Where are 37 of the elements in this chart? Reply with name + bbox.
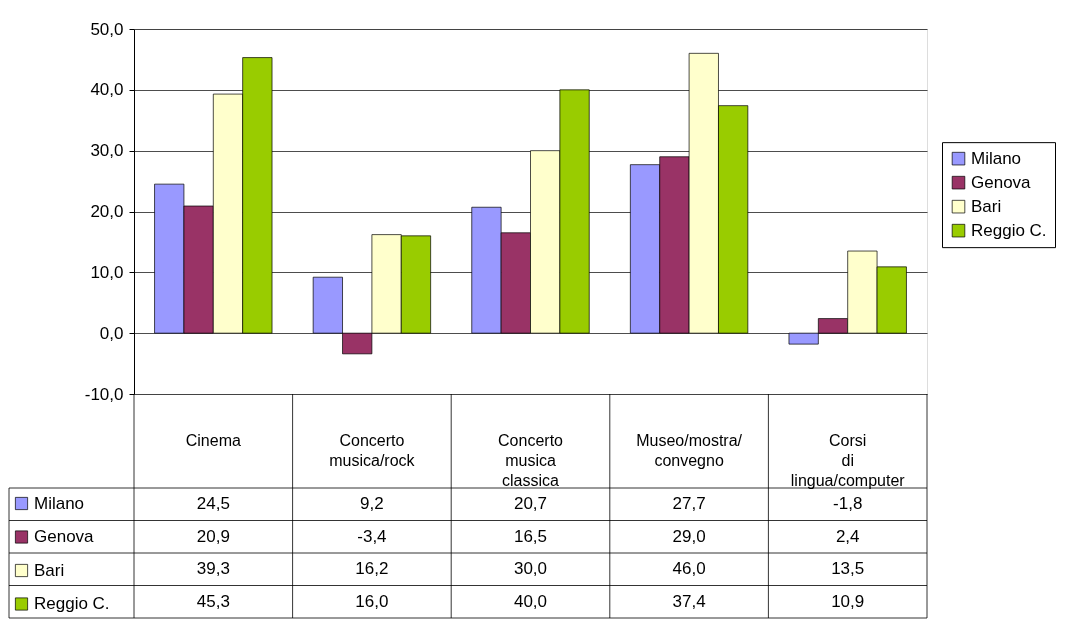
y-tick-label: 30,0 xyxy=(90,141,124,161)
data-label: 29,0 xyxy=(672,526,706,546)
data-label: 20,9 xyxy=(196,526,230,546)
data-label: -3,4 xyxy=(357,526,387,546)
x-tick-label: Corsi di lingua/computer xyxy=(790,432,906,489)
y-tick-label: 50,0 xyxy=(90,19,124,39)
x-tick-label: Concerto musica/rock xyxy=(329,432,416,469)
data-label: 27,7 xyxy=(672,494,706,514)
y-tick-label: 0,0 xyxy=(99,323,124,343)
y-tick-label: 20,0 xyxy=(90,202,124,221)
data-label: 40,0 xyxy=(513,591,548,611)
data-label: 2,4 xyxy=(835,526,860,546)
data-label: 16,2 xyxy=(355,559,389,579)
data-label: 30,0 xyxy=(513,559,548,579)
legend-label: Reggio C. xyxy=(971,220,1047,240)
x-tick-label: Cinema xyxy=(185,432,241,449)
data-label: 39,3 xyxy=(196,559,230,579)
legend-label: Genova xyxy=(971,172,1032,192)
data-label: 10,9 xyxy=(831,591,865,611)
x-tick-label: Museo/mostra/ convegno xyxy=(636,432,743,469)
legend-label: Milano xyxy=(971,148,1022,168)
table-key-series-swatches: Milano Genova Bari Reggio C. xyxy=(15,493,110,613)
data-label: -1,8 xyxy=(833,494,863,514)
x-tick-label: Concerto musica classica xyxy=(498,432,564,489)
data-label: 16,0 xyxy=(355,591,389,611)
legend-label: Bari xyxy=(971,196,1002,216)
data-label: 16,5 xyxy=(513,526,548,546)
data-label: 24,5 xyxy=(196,494,230,514)
y-tick-label: 10,0 xyxy=(90,262,124,282)
y-tick-label: 40,0 xyxy=(90,80,124,100)
data-label: 13,5 xyxy=(831,559,865,579)
y-tick-label: -10,0 xyxy=(84,384,124,404)
data-label: 46,0 xyxy=(672,559,706,579)
data-label: 45,3 xyxy=(196,591,230,611)
data-label: 9,2 xyxy=(360,494,384,514)
data-label: 37,4 xyxy=(672,591,706,611)
data-label: 20,7 xyxy=(513,494,548,514)
